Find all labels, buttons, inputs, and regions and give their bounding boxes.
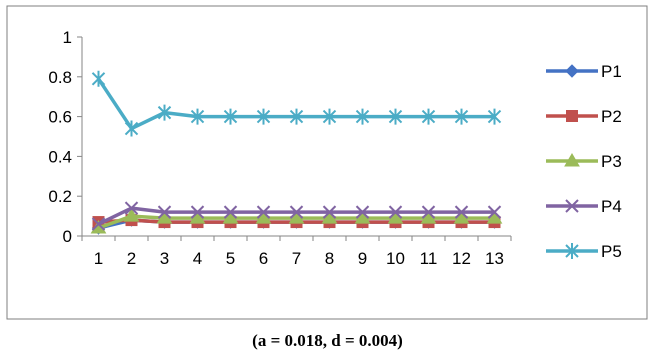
legend-marker: [564, 153, 580, 167]
data-point: [453, 210, 470, 224]
data-point: [421, 205, 436, 219]
data-point: [189, 210, 206, 224]
y-tick-label: 0.6: [48, 108, 72, 127]
data-point: [91, 70, 106, 87]
y-tick-label: 1: [63, 28, 72, 47]
x-tick-label: 13: [485, 249, 504, 268]
data-point: [454, 205, 469, 219]
legend-marker: [565, 243, 579, 259]
x-tick-label: 5: [226, 249, 235, 268]
data-point: [223, 108, 238, 125]
data-point: [91, 217, 106, 231]
legend-item-p5: P5: [546, 242, 622, 261]
data-point: [322, 205, 337, 219]
legend-label: P1: [601, 62, 622, 81]
y-tick-label: 0: [63, 227, 72, 246]
legend-marker: [566, 110, 578, 122]
data-point: [156, 210, 173, 224]
legend-label: P4: [601, 197, 622, 216]
y-tick-label: 0.2: [48, 187, 72, 206]
series-p4: [91, 201, 502, 231]
legend-label: P3: [601, 152, 622, 171]
data-point: [421, 108, 436, 125]
data-point: [388, 108, 403, 125]
data-point: [322, 108, 337, 125]
data-point: [487, 108, 502, 125]
data-point: [321, 210, 338, 224]
data-point: [288, 210, 305, 224]
x-tick-label: 9: [358, 249, 367, 268]
data-point: [223, 205, 238, 219]
x-tick-label: 8: [325, 249, 334, 268]
data-point: [289, 205, 304, 219]
data-point: [222, 210, 239, 224]
legend-marker: [565, 199, 579, 213]
data-point: [487, 205, 502, 219]
x-tick-label: 2: [127, 249, 136, 268]
data-point: [255, 210, 272, 224]
x-tick-label: 11: [420, 249, 438, 268]
data-point: [256, 108, 271, 125]
legend-item-p3: P3: [546, 152, 622, 171]
y-tick-label: 0.8: [48, 68, 72, 87]
x-tick-label: 3: [160, 249, 169, 268]
data-point: [387, 210, 404, 224]
data-point: [123, 208, 140, 222]
data-point: [354, 210, 371, 224]
legend-label: P2: [601, 107, 622, 126]
x-tick-label: 4: [193, 249, 202, 268]
x-tick-label: 10: [386, 249, 405, 268]
x-tick-label: 7: [292, 249, 301, 268]
legend-marker: [565, 64, 579, 78]
x-tick-label: 12: [452, 249, 471, 268]
legend-item-p1: P1: [546, 62, 622, 81]
data-point: [124, 201, 139, 215]
series-p3: [90, 208, 503, 234]
legend-item-p4: P4: [546, 197, 622, 216]
axes: 00.20.40.60.811 2 3 4 5 6 7 8 9 10 11 12 13: [48, 28, 512, 268]
data-point: [157, 205, 172, 219]
data-point: [388, 205, 403, 219]
data-point: [289, 108, 304, 125]
series-layer: [90, 70, 503, 235]
series-p5: [91, 70, 502, 137]
data-point: [355, 108, 370, 125]
data-point: [190, 205, 205, 219]
data-point: [355, 205, 370, 219]
data-point: [256, 205, 271, 219]
legend-item-p2: P2: [546, 107, 622, 126]
y-tick-label: 0.4: [48, 147, 72, 166]
data-point: [190, 108, 205, 125]
data-point: [157, 104, 172, 121]
chart-frame: [6, 5, 648, 320]
data-point: [454, 108, 469, 125]
legend: P1 P2 P3 P4 P5: [546, 62, 622, 261]
data-point: [486, 210, 503, 224]
legend-label: P5: [601, 242, 622, 261]
data-point: [420, 210, 437, 224]
data-point: [124, 120, 139, 137]
chart-caption: (a = 0.018, d = 0.004): [252, 331, 403, 350]
x-tick-label: 6: [259, 249, 268, 268]
x-tick-label: 1: [94, 249, 103, 268]
